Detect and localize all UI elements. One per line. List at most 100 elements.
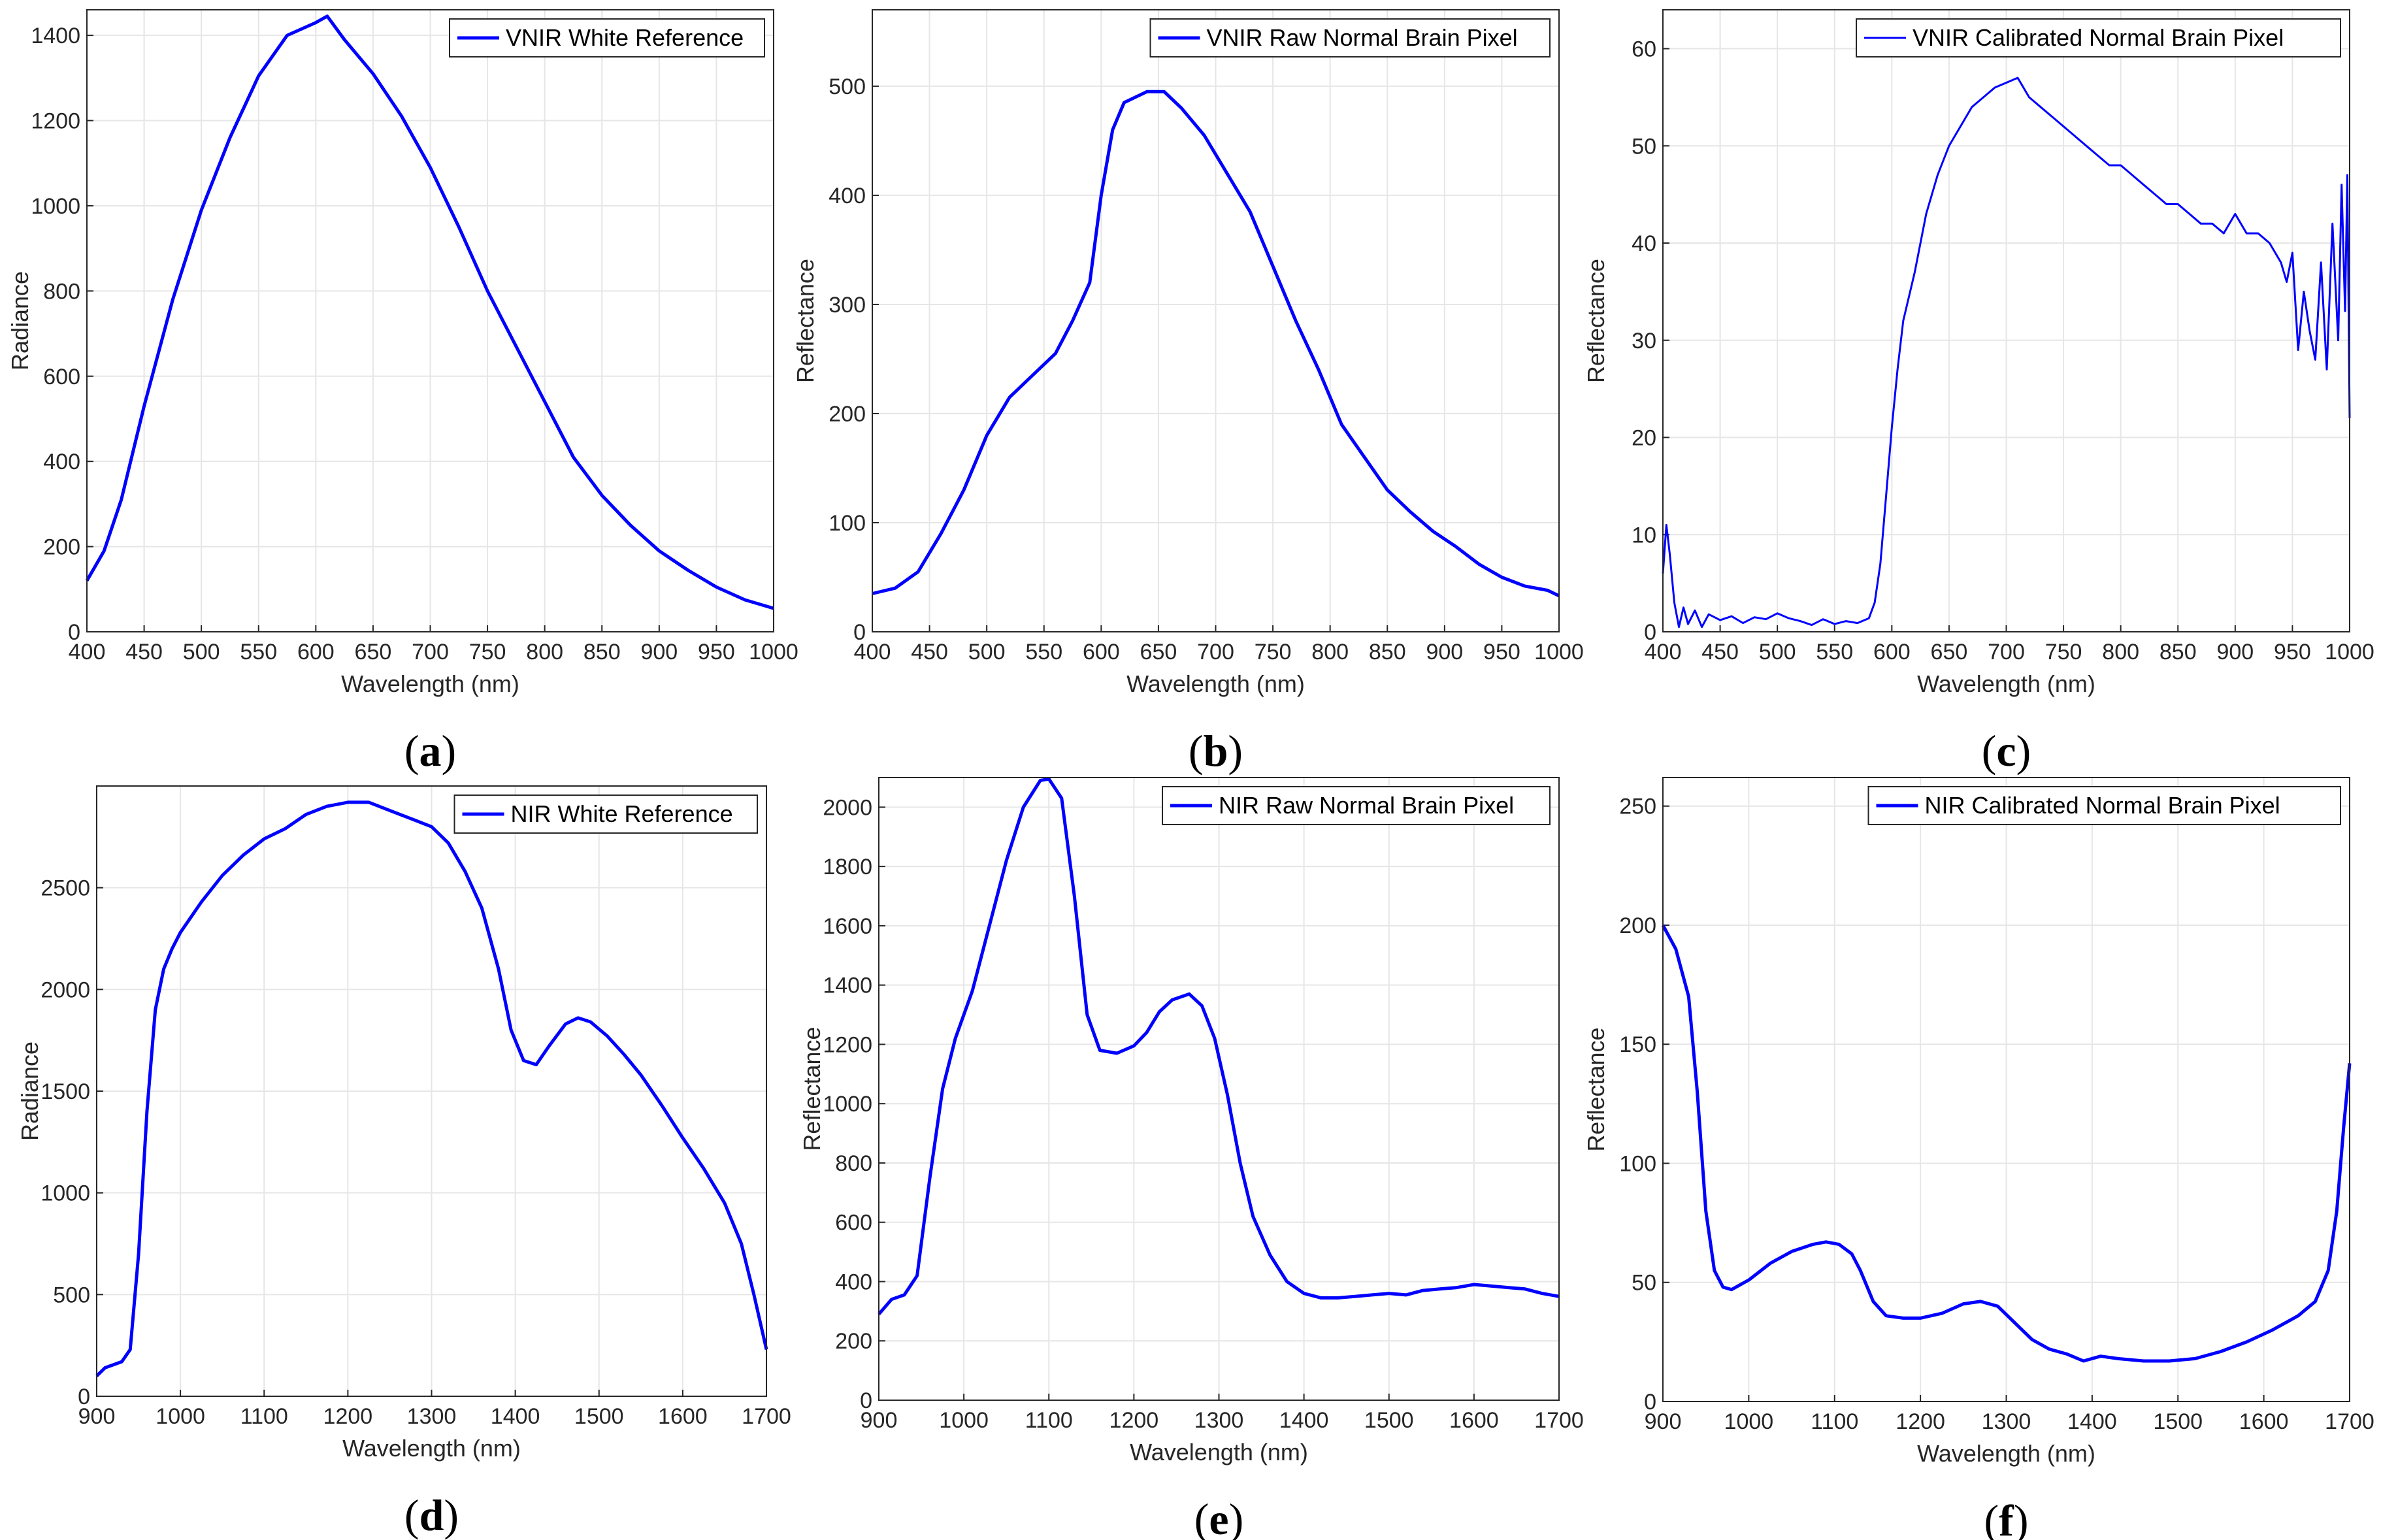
legend-label: NIR Raw Normal Brain Pixel <box>1219 792 1514 819</box>
panel-label-e: (e) <box>1194 1494 1244 1540</box>
data-series <box>878 777 1560 1316</box>
data-series <box>1662 76 2351 629</box>
x-axis-label: Wavelength (nm) <box>342 1435 521 1462</box>
x-tick-label: 550 <box>1816 640 1853 664</box>
y-tick-label: 40 <box>1632 231 1656 256</box>
y-tick-label: 0 <box>68 620 80 645</box>
y-tick-label: 2500 <box>41 876 90 901</box>
plot-frame <box>878 777 1560 1401</box>
x-tick-labels: 400 450 500 550 600 650 700 750 800 850 900 950 1000 <box>854 625 1584 664</box>
y-tick-label: 1200 <box>31 109 80 134</box>
series-line <box>85 14 774 610</box>
x-tick-label: 650 <box>1140 640 1177 664</box>
grid-lines <box>1662 10 2350 632</box>
y-tick-label: 500 <box>53 1283 90 1307</box>
x-tick-label: 1400 <box>1279 1408 1329 1433</box>
y-tick-label: 200 <box>835 1329 872 1354</box>
x-tick-label: 950 <box>1483 640 1520 664</box>
plot-frame <box>86 9 774 632</box>
chart-panel-d: 900 1000 1100 1200 1300 1400 1500 1600 1700 0 500… <box>16 785 791 1540</box>
y-tick-label: 50 <box>1632 1271 1656 1296</box>
x-tick-label: 900 <box>1426 640 1463 664</box>
x-tick-label: 1500 <box>574 1404 624 1429</box>
legend: NIR Calibrated Normal Brain Pixel <box>1867 786 2341 825</box>
data-series <box>85 14 774 610</box>
y-axis-label: Radiance <box>16 1041 43 1141</box>
x-tick-label: 550 <box>240 640 277 664</box>
panel-label-b: (b) <box>1189 726 1243 776</box>
legend-box <box>449 18 765 57</box>
x-tick-label: 900 <box>2216 640 2254 664</box>
chart-panel-f: 900 1000 1100 1200 1300 1400 1500 1600 1700 0 50 1… <box>1583 777 2374 1540</box>
x-tick-label: 900 <box>861 1408 898 1433</box>
y-tick-label: 20 <box>1632 426 1656 451</box>
x-axis-label: Wavelength (nm) <box>1917 670 2095 697</box>
grid-lines <box>878 778 1560 1401</box>
y-axis-label: Reflectance <box>1583 1027 1609 1151</box>
legend-box <box>453 795 758 834</box>
x-tick-label: 950 <box>698 640 735 664</box>
y-tick-label: 100 <box>829 511 866 536</box>
x-tick-label: 1000 <box>749 640 798 664</box>
x-tick-label: 1100 <box>1811 1409 1858 1434</box>
y-tick-label: 0 <box>860 1388 872 1413</box>
x-tick-label: 850 <box>1369 640 1406 664</box>
y-tick-label: 800 <box>835 1151 872 1176</box>
x-tick-label: 1600 <box>1449 1408 1499 1433</box>
x-tick-label: 750 <box>469 640 506 664</box>
x-tick-label: 950 <box>2274 640 2311 664</box>
x-tick-label: 1300 <box>1194 1408 1244 1433</box>
series-line <box>1661 924 2352 1363</box>
y-tick-label: 800 <box>43 279 80 304</box>
legend: NIR Raw Normal Brain Pixel <box>1162 786 1551 825</box>
x-tick-label: 1300 <box>407 1404 457 1429</box>
y-tick-label: 10 <box>1632 523 1656 548</box>
x-tick-label: 450 <box>911 640 948 664</box>
x-tick-label: 800 <box>526 640 563 664</box>
x-tick-label: 400 <box>69 640 106 664</box>
x-tick-label: 1500 <box>2153 1409 2203 1434</box>
x-tick-label: 1000 <box>2325 640 2374 664</box>
x-tick-label: 1400 <box>491 1404 540 1429</box>
x-tick-label: 700 <box>1197 640 1234 664</box>
legend-label: NIR Calibrated Normal Brain Pixel <box>1925 792 2280 819</box>
x-tick-label: 800 <box>2102 640 2139 664</box>
y-tick-label: 1400 <box>823 974 872 998</box>
legend: NIR White Reference <box>453 795 758 834</box>
x-tick-label: 400 <box>1645 640 1682 664</box>
y-tick-label: 50 <box>1632 134 1656 159</box>
x-tick-label: 1700 <box>1534 1408 1584 1433</box>
y-tick-label: 0 <box>1644 1390 1656 1415</box>
plot-frame <box>1662 9 2350 632</box>
y-tick-label: 1000 <box>823 1092 872 1117</box>
legend-box <box>1867 786 2341 825</box>
y-tick-label: 150 <box>1619 1032 1656 1057</box>
legend-label: VNIR Calibrated Normal Brain Pixel <box>1913 24 2284 51</box>
data-series <box>95 800 768 1377</box>
y-axis-label: Radiance <box>7 271 33 370</box>
x-tick-label: 700 <box>412 640 449 664</box>
data-series <box>872 90 1560 598</box>
chart-panel-c: 400 450 500 550 600 650 700 750 800 850 900 950 1000… <box>1583 9 2374 776</box>
x-tick-label: 600 <box>297 640 335 664</box>
x-tick-label: 500 <box>183 640 220 664</box>
y-axis-label: Reflectance <box>798 1026 825 1151</box>
legend: VNIR Raw Normal Brain Pixel <box>1149 18 1551 57</box>
y-tick-label: 1000 <box>41 1181 90 1206</box>
x-tick-labels: 900 1000 1100 1200 1300 1400 1500 1600 1700 <box>861 1394 1584 1433</box>
series-line <box>872 90 1560 598</box>
x-tick-label: 600 <box>1083 640 1120 664</box>
x-tick-label: 1600 <box>2239 1409 2289 1434</box>
y-tick-label: 250 <box>1619 795 1656 819</box>
legend: VNIR Calibrated Normal Brain Pixel <box>1856 18 2341 57</box>
x-tick-labels: 900 1000 1100 1200 1300 1400 1500 1600 1700 <box>1645 1395 2374 1434</box>
y-tick-labels: 0 500 1000 1500 2000 2500 <box>41 876 103 1409</box>
data-series <box>1661 924 2352 1363</box>
x-tick-label: 450 <box>1701 640 1739 664</box>
x-tick-label: 1000 <box>156 1404 205 1429</box>
y-tick-labels: 0 200 400 600 800 1000 1200 1400 <box>31 24 93 645</box>
x-tick-label: 700 <box>1988 640 2025 664</box>
x-tick-labels: 400 450 500 550 600 650 700 750 800 850 900 950 1000 <box>69 625 798 664</box>
chart-panel-e: 900 1000 1100 1200 1300 1400 1500 1600 1700 0 200… <box>798 777 1584 1540</box>
